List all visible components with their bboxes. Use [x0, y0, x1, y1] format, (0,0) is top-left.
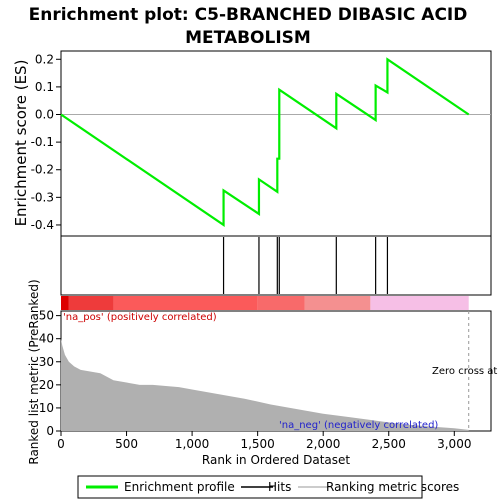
ranking-bar-segment: [113, 296, 258, 310]
ranking-bar-segment: [304, 296, 371, 310]
zero-cross-label: Zero cross at 3: [432, 366, 500, 377]
hits-group: [222, 237, 389, 294]
metric-x-tick-label: 1,000: [175, 437, 209, 451]
legend: Enrichment profile Hits Ranking metric sco…: [86, 480, 459, 494]
legend-label: Hits: [268, 480, 291, 494]
es-panel-frame: [60, 50, 492, 237]
chart-title-line2: METABOLISM: [185, 28, 311, 48]
metric-y-tick-label: 50: [39, 309, 54, 323]
es-y-tick-label: -0.4: [31, 218, 54, 232]
legend-label: Enrichment profile: [124, 480, 235, 494]
metric-x-tick-label: 1,500: [240, 437, 274, 451]
legend-label: Ranking metric scores: [326, 480, 459, 494]
metric-y-tick-label: 30: [39, 355, 54, 369]
ranking-metric-area: [61, 338, 469, 431]
ranking-bar-segment: [61, 296, 69, 310]
es-y-ticks: 0.2 0.1 0.0 -0.1 -0.2 -0.3 -0.4: [31, 52, 61, 232]
metric-y-tick-label: 10: [39, 401, 54, 415]
metric-x-tick-label: 2,000: [306, 437, 340, 451]
metric-x-tick-label: 500: [115, 437, 138, 451]
ranking-color-bar: [61, 296, 469, 310]
chart-title-line1: Enrichment plot: C5-BRANCHED DIBASIC ACI…: [29, 5, 468, 25]
ranking-bar-segment: [68, 296, 114, 310]
es-y-tick-label: -0.2: [31, 163, 54, 177]
metric-y-tick-label: 20: [39, 378, 54, 392]
es-y-tick-label: 0.1: [35, 80, 54, 94]
es-y-tick-label: 0.0: [35, 108, 54, 122]
ranking-bar-segment: [257, 296, 305, 310]
hits-panel-frame: [60, 235, 492, 296]
metric-y-ticks: 0 10 20 30 40 50: [39, 309, 61, 438]
metric-x-tick-label: 0: [57, 437, 65, 451]
pos-correlated-label: 'na_pos' (positively correlated): [63, 312, 217, 323]
es-y-tick-label: -0.3: [31, 190, 54, 204]
metric-x-tick-label: 2,500: [372, 437, 406, 451]
es-y-tick-label: -0.1: [31, 135, 54, 149]
enrichment-profile-line: [60, 57, 470, 228]
es-y-tick-label: 0.2: [35, 52, 54, 66]
metric-x-ticks: 0 500 1,000 1,500 2,000 2,500 3,000: [57, 431, 471, 451]
metric-y-axis-label: Ranked list metric (PreRanked): [27, 279, 41, 464]
neg-correlated-label: 'na_neg' (negatively correlated): [279, 420, 438, 431]
metric-y-tick-label: 40: [39, 332, 54, 346]
ranking-bar-segment: [370, 296, 469, 310]
metric-y-tick-label: 0: [46, 424, 54, 438]
metric-x-axis-label: Rank in Ordered Dataset: [202, 453, 350, 467]
metric-x-tick-label: 3,000: [437, 437, 471, 451]
es-y-axis-label: Enrichment score (ES): [12, 60, 30, 227]
